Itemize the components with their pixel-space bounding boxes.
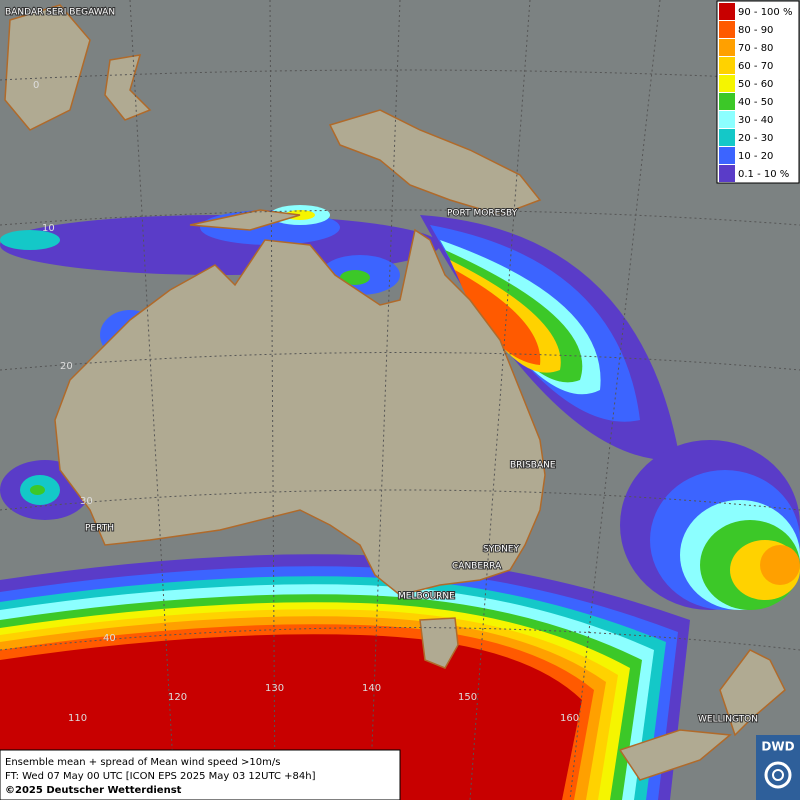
nz-south: [618, 729, 732, 781]
legend-label: 0.1 - 10 %: [738, 169, 789, 180]
city-label: MELBOURNE: [398, 592, 455, 602]
wind-band: [455, 270, 541, 365]
wind-band: [340, 270, 370, 285]
parallel: [0, 69, 800, 81]
legend-swatch: [719, 111, 735, 128]
grid-label: 10: [42, 223, 55, 234]
grid-label: 40: [103, 633, 116, 644]
logo-spiral: [772, 769, 784, 781]
legend-swatch: [719, 21, 735, 38]
wind-band: [0, 230, 60, 250]
legend-label: 30 - 40: [738, 115, 773, 126]
city-label: PORT MORESBY: [447, 209, 518, 219]
footer-line: Ensemble mean + spread of Mean wind spee…: [5, 757, 280, 768]
grid-label: 30: [80, 496, 93, 507]
nz-north: [719, 649, 786, 737]
labels: BANDAR SERI BEGAWAN PORT MORESBY BRISBANE P…: [4, 7, 759, 726]
grid-label: 0: [33, 80, 39, 91]
grid-label: 160: [560, 713, 579, 724]
legend-label: 70 - 80: [738, 43, 773, 54]
city-label: SYDNEY: [483, 545, 520, 555]
legend-swatch: [719, 57, 735, 74]
land: [4, 4, 786, 781]
logo-box: [756, 735, 800, 800]
logo-spiral: [764, 761, 792, 789]
grid-label: 20: [60, 361, 73, 372]
city-label: PERTH: [85, 524, 114, 534]
legend-swatch: [719, 75, 735, 92]
footer-line: FT: Wed 07 May 00 UTC [ICON EPS 2025 May…: [5, 771, 316, 782]
city-label: WELLINGTON: [698, 715, 758, 725]
wind-band: [30, 485, 45, 495]
legend-label: 60 - 70: [738, 61, 773, 72]
legend-label: 80 - 90: [738, 25, 773, 36]
meridian: [269, 0, 276, 800]
logo: DWD: [756, 735, 800, 800]
city-label: BRISBANE: [510, 461, 556, 471]
footer: Ensemble mean + spread of Mean wind spee…: [0, 749, 401, 800]
legend-label: 10 - 20: [738, 151, 773, 162]
meridian: [129, 0, 176, 800]
grid-label: 150: [458, 692, 477, 703]
timor: [189, 209, 301, 231]
legend-label: 90 - 100 %: [738, 7, 792, 18]
grid-label: 120: [168, 692, 187, 703]
meridian: [469, 0, 531, 800]
legend-swatch: [719, 165, 735, 182]
legend-swatch: [719, 129, 735, 146]
legend-swatch: [719, 39, 735, 56]
meridian: [569, 0, 661, 800]
borneo: [4, 4, 91, 131]
legend-items: 90 - 100 % 80 - 90 70 - 80 60 - 70 50 - 60 40…: [719, 3, 792, 182]
meridian: [369, 0, 401, 800]
logo-text: DWD: [761, 740, 794, 754]
city-label: CANBERRA: [452, 562, 502, 572]
tasmania: [419, 617, 459, 669]
grid-label: 110: [68, 713, 87, 724]
legend-label: 20 - 30: [738, 133, 773, 144]
parallel: [0, 352, 800, 371]
parallel: [0, 627, 800, 651]
sulawesi: [104, 54, 152, 121]
legend-swatch: [719, 3, 735, 20]
parallel: [0, 489, 800, 511]
legend-label: 50 - 60: [738, 79, 773, 90]
legend-label: 40 - 50: [738, 97, 773, 108]
legend-swatch: [719, 147, 735, 164]
wind-band: [760, 545, 800, 585]
legend: 90 - 100 % 80 - 90 70 - 80 60 - 70 50 - 60 40…: [716, 0, 800, 184]
grid-label: 130: [265, 683, 284, 694]
legend-swatch: [719, 93, 735, 110]
australia: [54, 228, 546, 596]
city-label: BANDAR SERI BEGAWAN: [5, 8, 115, 18]
footer-line: ©2025 Deutscher Wetterdienst: [5, 785, 182, 796]
grid-label: 140: [362, 683, 381, 694]
parallel: [0, 209, 800, 226]
new-guinea: [328, 109, 542, 216]
footer-box: [0, 749, 401, 800]
